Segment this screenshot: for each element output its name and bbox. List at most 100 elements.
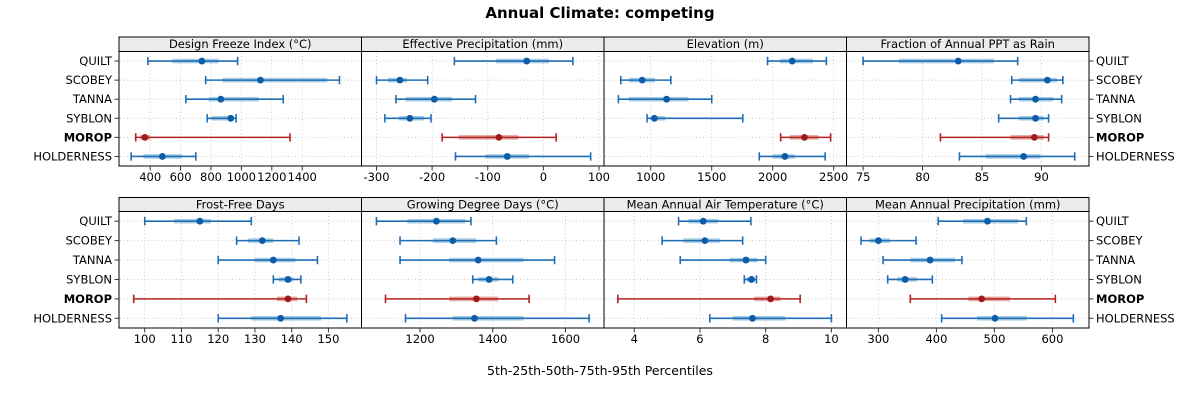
median-dot [430, 95, 438, 103]
x-tick-label: 1000 [636, 170, 665, 184]
strip-label: Growing Degree Days (°C) [407, 198, 559, 212]
station-label-right: MOROP [1096, 130, 1144, 144]
station-label-right: QUILT [1096, 54, 1130, 68]
strip-label: Mean Annual Precipitation (mm) [875, 198, 1061, 212]
x-tick-label: 1600 [551, 332, 580, 346]
strip-label: Mean Annual Air Temperature (°C) [627, 198, 824, 212]
median-dot [503, 153, 511, 160]
median-dot [1020, 153, 1028, 160]
median-dot [217, 95, 225, 103]
median-dot [472, 295, 480, 303]
median-dot [227, 114, 235, 122]
x-tick-label: 2500 [819, 170, 848, 184]
median-dot [954, 57, 962, 65]
median-dot [196, 217, 204, 225]
station-label-right: MOROP [1096, 292, 1144, 306]
station-label-right: HOLDERNESS [1096, 149, 1175, 163]
median-dot [277, 314, 285, 322]
station-label-left: TANNA [72, 253, 112, 267]
x-tick-label: 80 [915, 170, 930, 184]
station-label-left: SYBLON [66, 111, 112, 125]
median-dot [471, 314, 478, 322]
station-label-right: HOLDERNESS [1096, 311, 1175, 325]
median-dot [432, 217, 440, 225]
station-label-right: TANNA [1095, 92, 1135, 106]
x-tick-label: 400 [925, 332, 947, 346]
station-label-right: SCOBEY [1096, 73, 1144, 87]
x-tick-label: 130 [244, 332, 266, 346]
x-tick-label: 1200 [257, 170, 286, 184]
median-dot [258, 237, 266, 245]
station-label-left: HOLDERNESS [33, 311, 112, 325]
median-dot [406, 114, 414, 122]
x-tick-label: 85 [975, 170, 990, 184]
station-label-left: QUILT [79, 54, 113, 68]
x-tick-label: 110 [170, 332, 192, 346]
x-tick-label: 75 [856, 170, 871, 184]
x-tick-label: 90 [1034, 170, 1049, 184]
median-dot [801, 133, 808, 141]
station-label-left: SCOBEY [65, 234, 113, 248]
median-dot [926, 256, 934, 264]
station-label-right: SYBLON [1096, 272, 1142, 286]
x-tick-label: 1400 [288, 170, 317, 184]
median-dot [901, 276, 909, 283]
median-dot [742, 256, 750, 264]
x-tick-label: 150 [317, 332, 339, 346]
station-label-right: SCOBEY [1096, 234, 1144, 248]
x-tick-label: 8 [762, 332, 769, 346]
median-dot [1032, 114, 1039, 122]
median-dot [748, 276, 755, 283]
median-dot [495, 133, 503, 141]
strip-label: Elevation (m) [687, 37, 764, 51]
figure-title: Annual Climate: competing [485, 4, 715, 22]
panel-effective-precipitation-mm [361, 51, 605, 167]
panel-elevation-m [603, 51, 847, 167]
median-dot [198, 57, 206, 65]
median-dot [767, 295, 774, 303]
x-tick-label: 100 [588, 170, 610, 184]
station-label-right: TANNA [1095, 253, 1135, 267]
median-dot [158, 153, 166, 160]
median-dot [474, 256, 482, 264]
x-tick-label: 140 [281, 332, 303, 346]
x-tick-label: 120 [207, 332, 229, 346]
x-tick-label: -100 [475, 170, 501, 184]
x-tick-label: 500 [983, 332, 1005, 346]
x-tick-label: -300 [363, 170, 389, 184]
strip-label: Design Freeze Index (°C) [169, 37, 312, 51]
strip-label: Effective Precipitation (mm) [402, 37, 563, 51]
median-dot [638, 76, 646, 84]
panel-design-freeze-index-c [118, 51, 362, 167]
x-tick-label: 6 [696, 332, 703, 346]
median-dot [284, 295, 292, 303]
x-tick-label: 1500 [697, 170, 726, 184]
x-tick-label: 4 [631, 332, 638, 346]
x-tick-label: 800 [200, 170, 222, 184]
median-dot [1043, 76, 1051, 84]
median-dot [1032, 95, 1039, 103]
median-dot [781, 153, 789, 160]
x-tick-label: 10 [824, 332, 839, 346]
x-tick-label: 1200 [405, 332, 434, 346]
x-tick-label: 1400 [478, 332, 507, 346]
panel-frost-free-days [118, 211, 362, 329]
x-axis-label: 5th-25th-50th-75th-95th Percentiles [487, 363, 713, 378]
median-dot [788, 57, 796, 65]
median-dot [875, 237, 882, 245]
median-dot [256, 76, 264, 84]
station-label-left: HOLDERNESS [33, 149, 112, 163]
station-label-left: SCOBEY [65, 73, 113, 87]
panel-strip [846, 197, 1090, 212]
x-tick-label: 600 [1041, 332, 1063, 346]
median-dot [663, 95, 670, 103]
station-label-right: QUILT [1096, 214, 1130, 228]
x-tick-label: 2000 [758, 170, 787, 184]
station-label-left: MOROP [64, 130, 112, 144]
panel-strip [846, 36, 1090, 52]
station-label-left: SYBLON [66, 272, 112, 286]
median-dot [1030, 133, 1038, 141]
median-dot [523, 57, 531, 65]
x-tick-label: 1000 [227, 170, 256, 184]
